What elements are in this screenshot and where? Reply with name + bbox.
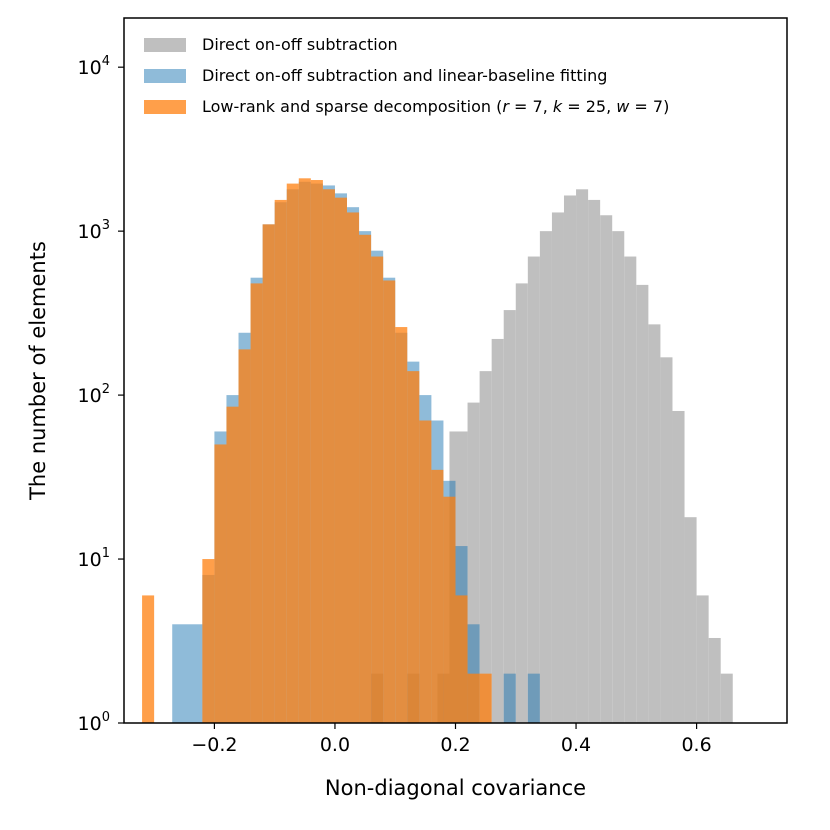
histogram-bar-series-0-bin-23: [696, 595, 709, 723]
histogram-bar-series-0-bin-9: [527, 256, 540, 723]
histogram-bar-series-0-bin-19: [648, 324, 661, 723]
y-tick-label: 100: [78, 710, 110, 735]
histogram-bar-series-2-bin-3: [226, 406, 239, 723]
histogram-bar-series-2-bin-18: [407, 371, 420, 723]
x-tick-label: 0.4: [561, 734, 591, 756]
histogram-bar-series-2-bin-14: [359, 234, 372, 724]
histogram-bar-series-2-bin-0: [142, 595, 155, 723]
histogram-bar-series-0-bin-16: [612, 231, 625, 723]
histogram-bar-series-2-bin-2: [214, 444, 227, 723]
y-tick-label: 103: [78, 218, 110, 243]
x-axis-label: Non-diagonal covariance: [325, 776, 586, 800]
legend-swatch-1: [144, 69, 186, 83]
histogram-bar-series-0-bin-24: [708, 637, 721, 723]
histogram-bar-series-1-bin-24: [503, 673, 516, 723]
histogram-bar-series-2-bin-8: [286, 183, 299, 724]
histogram-bar-series-0-bin-10: [539, 231, 552, 723]
histogram-bar-series-0-bin-25: [720, 673, 733, 723]
histogram-bar-series-2-bin-12: [334, 197, 347, 724]
x-tick-label: 0.6: [681, 734, 711, 756]
y-tick-label: 101: [78, 546, 110, 571]
histogram-bar-series-2-bin-21: [443, 496, 456, 723]
histogram-bar-series-0-bin-20: [660, 357, 673, 723]
histogram-bar-series-0-bin-18: [636, 284, 649, 723]
histogram-bar-series-2-bin-9: [298, 178, 311, 723]
legend-swatch-0: [144, 38, 186, 52]
histogram-bar-series-0-bin-11: [551, 212, 564, 723]
legend-label-2: Low-rank and sparse decomposition (r = 7…: [202, 97, 669, 116]
histogram-bar-series-0-bin-12: [563, 195, 577, 724]
histogram-bar-series-0-bin-21: [672, 410, 685, 723]
histogram-bar-series-2-bin-4: [238, 349, 251, 723]
y-axis-label: The number of elements: [26, 241, 50, 501]
histogram-bar-series-2-bin-5: [250, 283, 263, 723]
bars-layer: [142, 178, 733, 724]
histogram-bar-series-2-bin-10: [310, 180, 323, 723]
histogram-bar-series-0-bin-5: [479, 371, 492, 723]
histogram-bar-series-2-bin-17: [395, 327, 408, 723]
histogram-bar-series-2-bin-6: [262, 224, 275, 723]
histogram-bar-series-2-bin-7: [274, 199, 287, 723]
ticks-layer: −0.2 0.0 0.2 0.4 0.6 100 101 102 103 104: [78, 54, 712, 756]
histogram-bar-series-0-bin-17: [624, 256, 637, 723]
legend-label-0: Direct on-off subtraction: [202, 35, 398, 54]
legend: Direct on-off subtraction Direct on-off s…: [144, 35, 669, 116]
histogram-bar-series-2-bin-16: [383, 280, 396, 723]
y-tick-label: 104: [78, 54, 110, 79]
x-tick-label: 0.2: [440, 734, 470, 756]
histogram-bar-series-0-bin-22: [684, 517, 697, 723]
histogram-bar-series-0-bin-15: [600, 215, 613, 723]
legend-label-1: Direct on-off subtraction and linear-bas…: [202, 66, 607, 85]
histogram-bar-series-2-bin-24: [479, 673, 492, 723]
x-tick-label: 0.0: [320, 734, 350, 756]
histogram-bar-series-0-bin-8: [515, 283, 528, 723]
histogram-bar-series-2-bin-23: [467, 673, 480, 723]
histogram-bar-series-2-bin-11: [322, 189, 335, 724]
histogram-bar-series-0-bin-13: [576, 189, 589, 724]
histogram-bar-series-0-bin-7: [503, 310, 516, 723]
legend-swatch-2: [144, 100, 186, 114]
y-tick-label: 102: [78, 382, 110, 407]
histogram-bar-series-2-bin-22: [455, 595, 468, 723]
histogram-bar-series-1-bin-0: [172, 624, 203, 723]
x-tick-label: −0.2: [191, 734, 237, 756]
histogram-bar-series-0-bin-6: [491, 338, 504, 723]
histogram-bar-series-2-bin-19: [419, 420, 432, 723]
histogram-bar-series-2-bin-20: [431, 469, 444, 723]
histogram-bar-series-2-bin-13: [347, 212, 360, 723]
histogram-bar-series-1-bin-25: [527, 673, 540, 723]
histogram-bar-series-2-bin-15: [371, 256, 384, 723]
histogram-bar-series-0-bin-14: [588, 199, 601, 723]
histogram-bar-series-2-bin-1: [202, 559, 215, 723]
